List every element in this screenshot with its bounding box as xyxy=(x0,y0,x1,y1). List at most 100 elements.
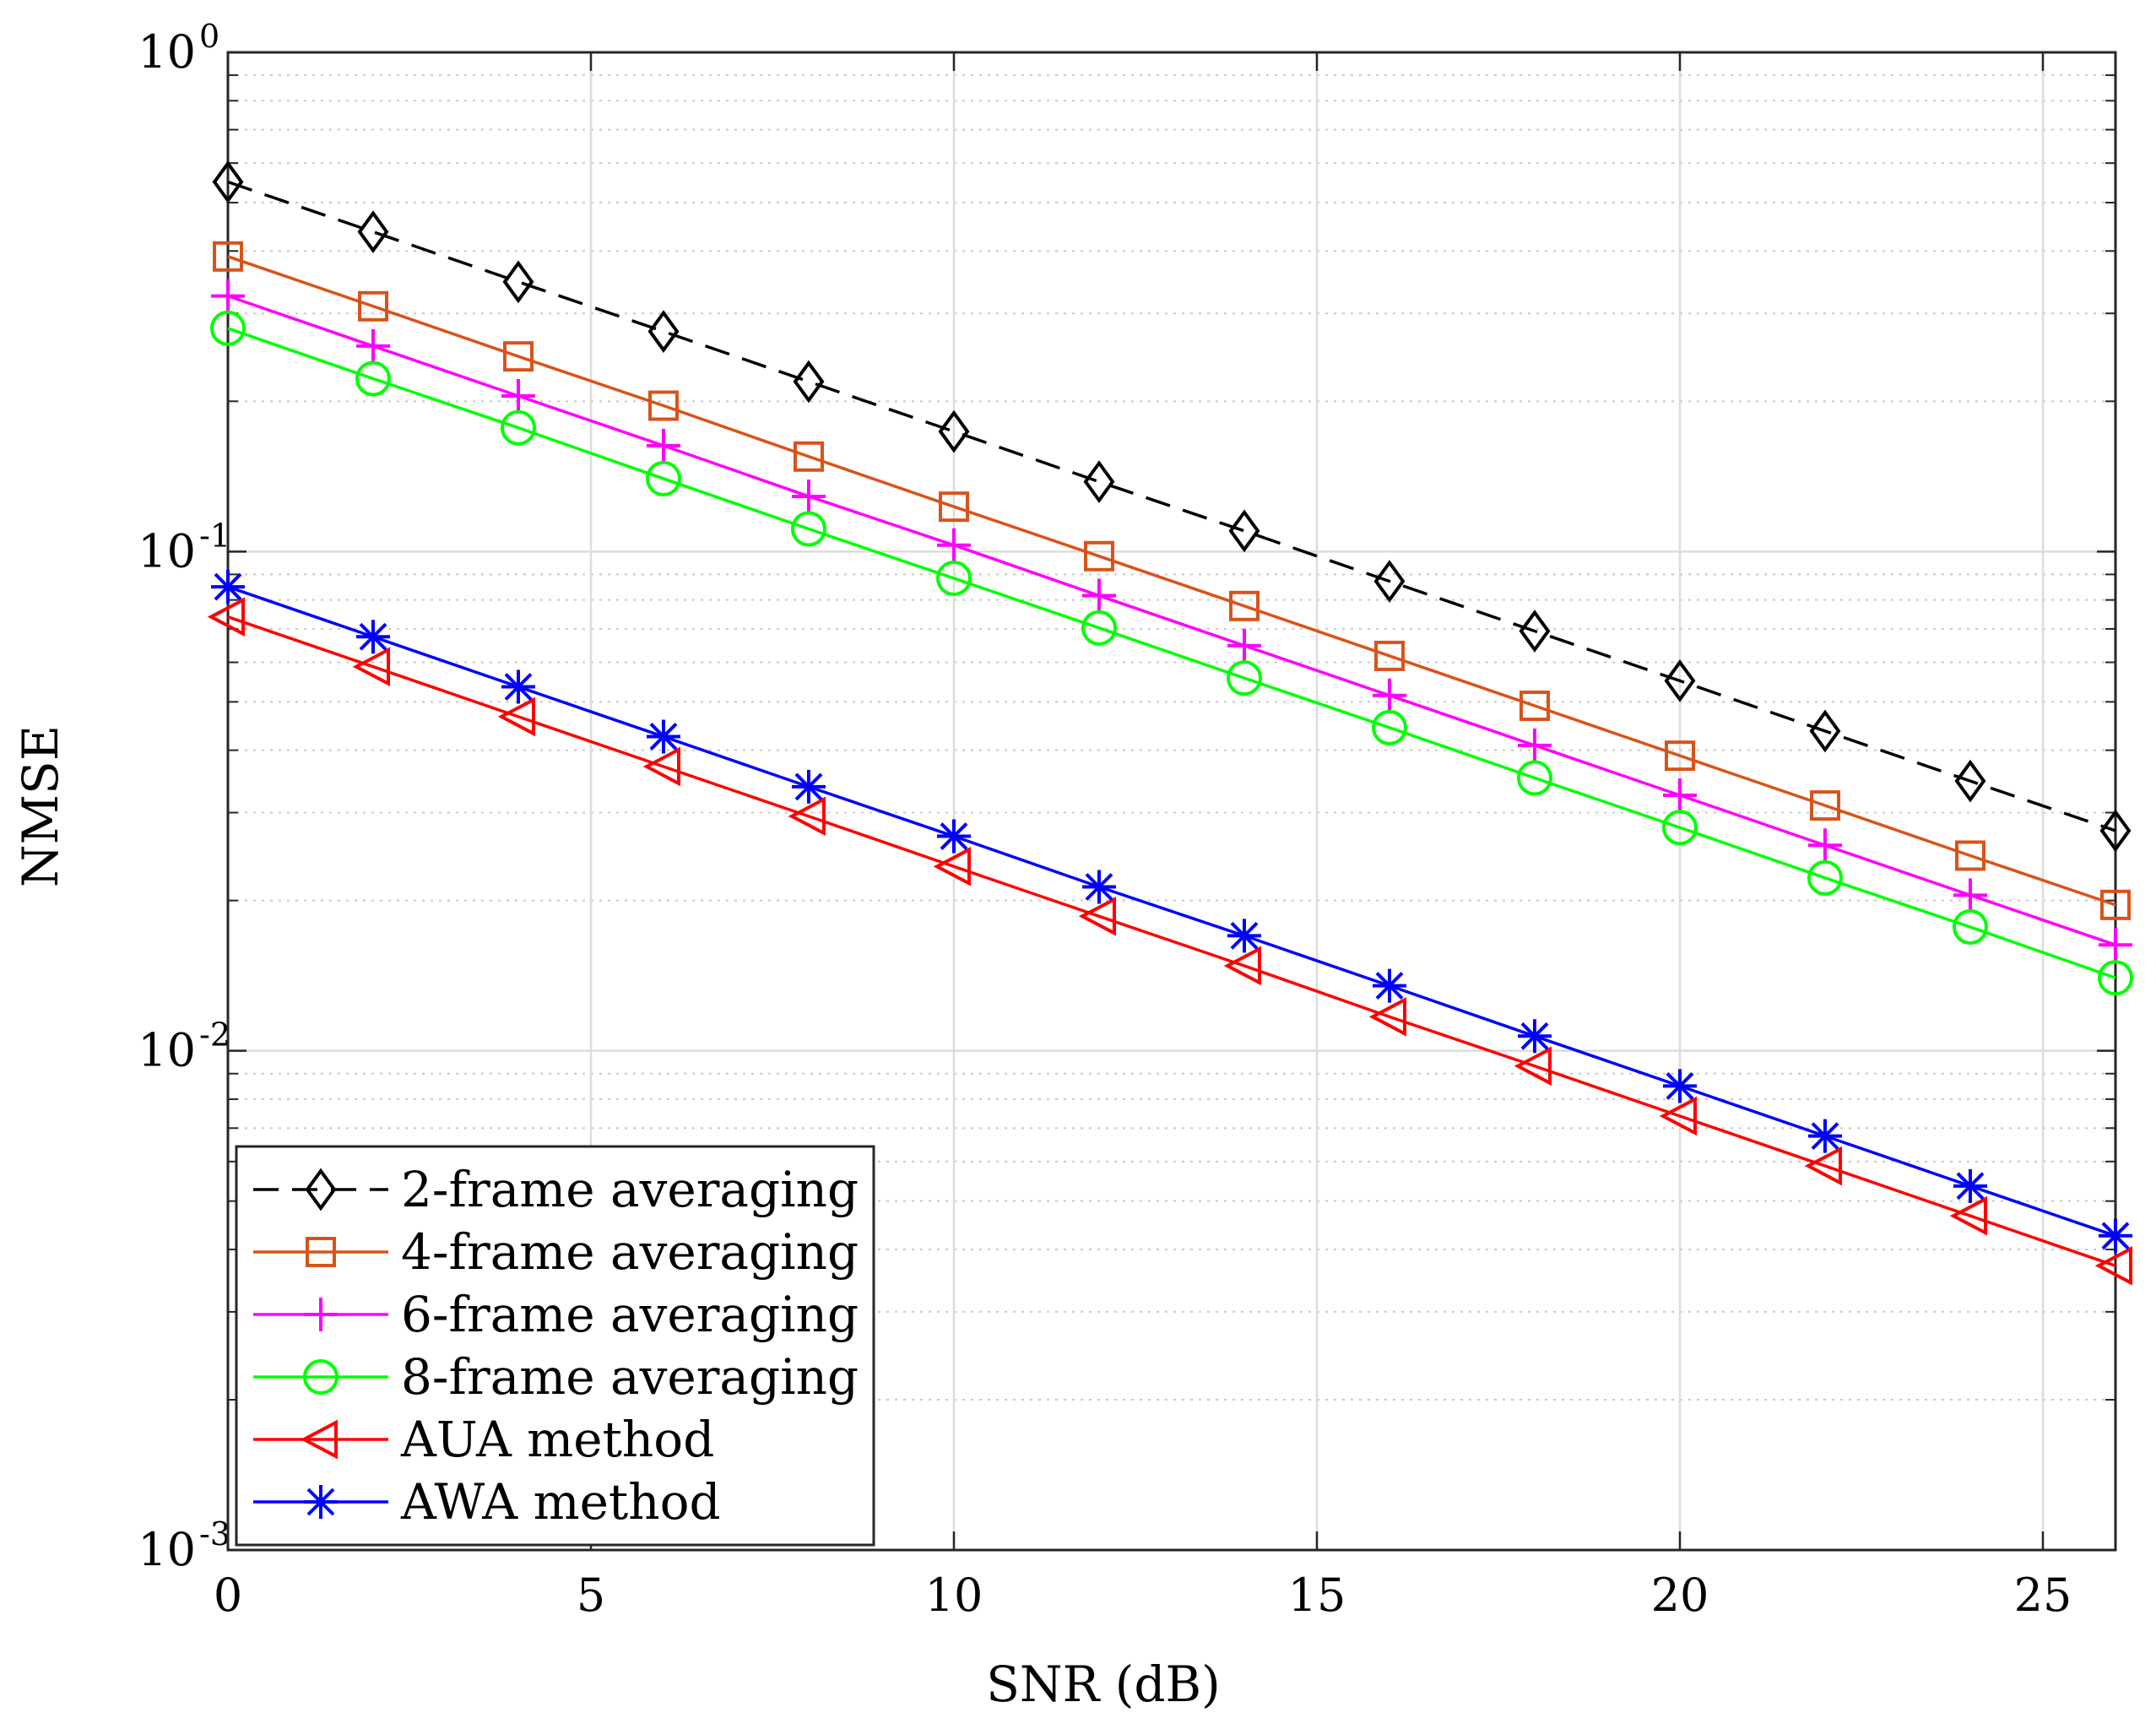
axis-labels: SNR (dB) NMSE xyxy=(12,725,1221,1713)
data-point xyxy=(1373,678,1406,713)
data-point xyxy=(1955,840,1985,871)
data-point xyxy=(207,597,245,637)
data-point xyxy=(358,290,388,322)
data-point xyxy=(2099,1218,2132,1253)
data-point xyxy=(352,647,390,687)
data-point xyxy=(794,441,824,472)
legend-label: 6-frame averaging xyxy=(401,1286,859,1343)
data-point xyxy=(1368,997,1406,1037)
y-tick-exponent: -3 xyxy=(199,1515,230,1553)
data-point xyxy=(356,328,390,363)
series-line xyxy=(227,294,2116,946)
series-line xyxy=(227,327,2116,979)
data-point xyxy=(1078,896,1116,936)
data-point xyxy=(355,360,391,397)
data-point xyxy=(501,378,535,413)
data-point xyxy=(502,260,534,304)
data-point xyxy=(647,719,680,754)
data-point xyxy=(2100,889,2131,920)
data-point xyxy=(1373,968,1406,1003)
data-point xyxy=(1662,810,1698,846)
legend-label: 4-frame averaging xyxy=(401,1223,859,1281)
data-point xyxy=(2094,1245,2132,1286)
data-point xyxy=(1809,709,1841,753)
data-point xyxy=(647,310,680,354)
series-awa-method xyxy=(211,570,2132,1253)
data-point xyxy=(788,796,826,837)
legend-label: 2-frame averaging xyxy=(401,1161,859,1218)
legend-label: AWA method xyxy=(400,1473,721,1531)
data-point xyxy=(1517,760,1552,796)
legend-label: AUA method xyxy=(400,1411,714,1468)
data-point xyxy=(1229,590,1259,621)
data-point xyxy=(1949,1195,1987,1236)
data-point xyxy=(1081,610,1117,646)
data-point xyxy=(1665,740,1695,772)
data-point xyxy=(642,746,680,787)
x-tick-label: 0 xyxy=(214,1569,242,1622)
x-tick-label: 5 xyxy=(577,1569,605,1622)
series-2-frame-averaging xyxy=(212,160,2132,853)
plot-frame xyxy=(226,51,2117,1552)
legend-marker xyxy=(304,1298,338,1331)
data-point xyxy=(937,819,971,854)
data-point xyxy=(936,560,972,596)
x-tick-label: 25 xyxy=(2014,1569,2072,1622)
series-aua-method xyxy=(207,597,2132,1286)
legend-marker xyxy=(306,1237,336,1267)
data-point xyxy=(1519,610,1551,653)
data-point xyxy=(497,696,535,737)
legend-entry: 4-frame averaging xyxy=(253,1223,859,1281)
data-point xyxy=(1228,509,1260,553)
data-point xyxy=(2099,809,2132,853)
series-line xyxy=(227,255,2116,907)
data-point xyxy=(1808,1119,1842,1153)
x-tick-label: 15 xyxy=(1288,1569,1346,1622)
data-point xyxy=(1084,540,1114,572)
data-point xyxy=(1518,728,1552,762)
data-point xyxy=(1663,1069,1697,1103)
data-point xyxy=(792,479,826,513)
y-tick-label: 10 xyxy=(138,25,196,79)
data-point xyxy=(1227,628,1261,663)
x-tick-label: 20 xyxy=(1651,1569,1709,1622)
legend-entry: AUA method xyxy=(253,1411,714,1468)
data-point xyxy=(1664,659,1696,702)
x-tick-label: 10 xyxy=(925,1569,983,1622)
data-point xyxy=(648,390,679,421)
data-point xyxy=(792,769,826,804)
data-point xyxy=(1953,909,1988,946)
data-point xyxy=(1083,460,1115,504)
legend-marker xyxy=(304,1485,338,1519)
legend-marker xyxy=(303,1359,339,1395)
y-tick-exponent: 0 xyxy=(199,18,219,55)
data-point xyxy=(1953,878,1987,913)
x-axis-label: SNR (dB) xyxy=(986,1656,1221,1713)
y-tick-exponent: -2 xyxy=(199,1016,230,1054)
series-4-frame-averaging xyxy=(213,241,2131,920)
series-line xyxy=(227,180,2116,832)
y-tick-label: 10 xyxy=(138,1523,196,1576)
data-point xyxy=(1804,1146,1842,1186)
data-point xyxy=(1663,778,1697,812)
data-point xyxy=(213,241,243,272)
data-point xyxy=(793,360,825,404)
series-8-frame-averaging xyxy=(210,310,2133,996)
data-point xyxy=(647,428,680,463)
data-point xyxy=(2098,960,2133,996)
series-layer xyxy=(207,160,2133,1286)
legend-entry: 8-frame averaging xyxy=(253,1348,859,1406)
data-point xyxy=(1372,709,1407,745)
data-point xyxy=(791,511,826,547)
data-point xyxy=(1373,560,1406,603)
series-line xyxy=(227,585,2116,1238)
data-point xyxy=(1659,1096,1697,1136)
y-tick-label: 10 xyxy=(138,1024,196,1077)
data-point xyxy=(212,160,244,203)
data-point xyxy=(933,847,971,886)
data-point xyxy=(1954,759,1986,803)
data-point xyxy=(1810,790,1840,821)
data-point xyxy=(503,341,534,372)
